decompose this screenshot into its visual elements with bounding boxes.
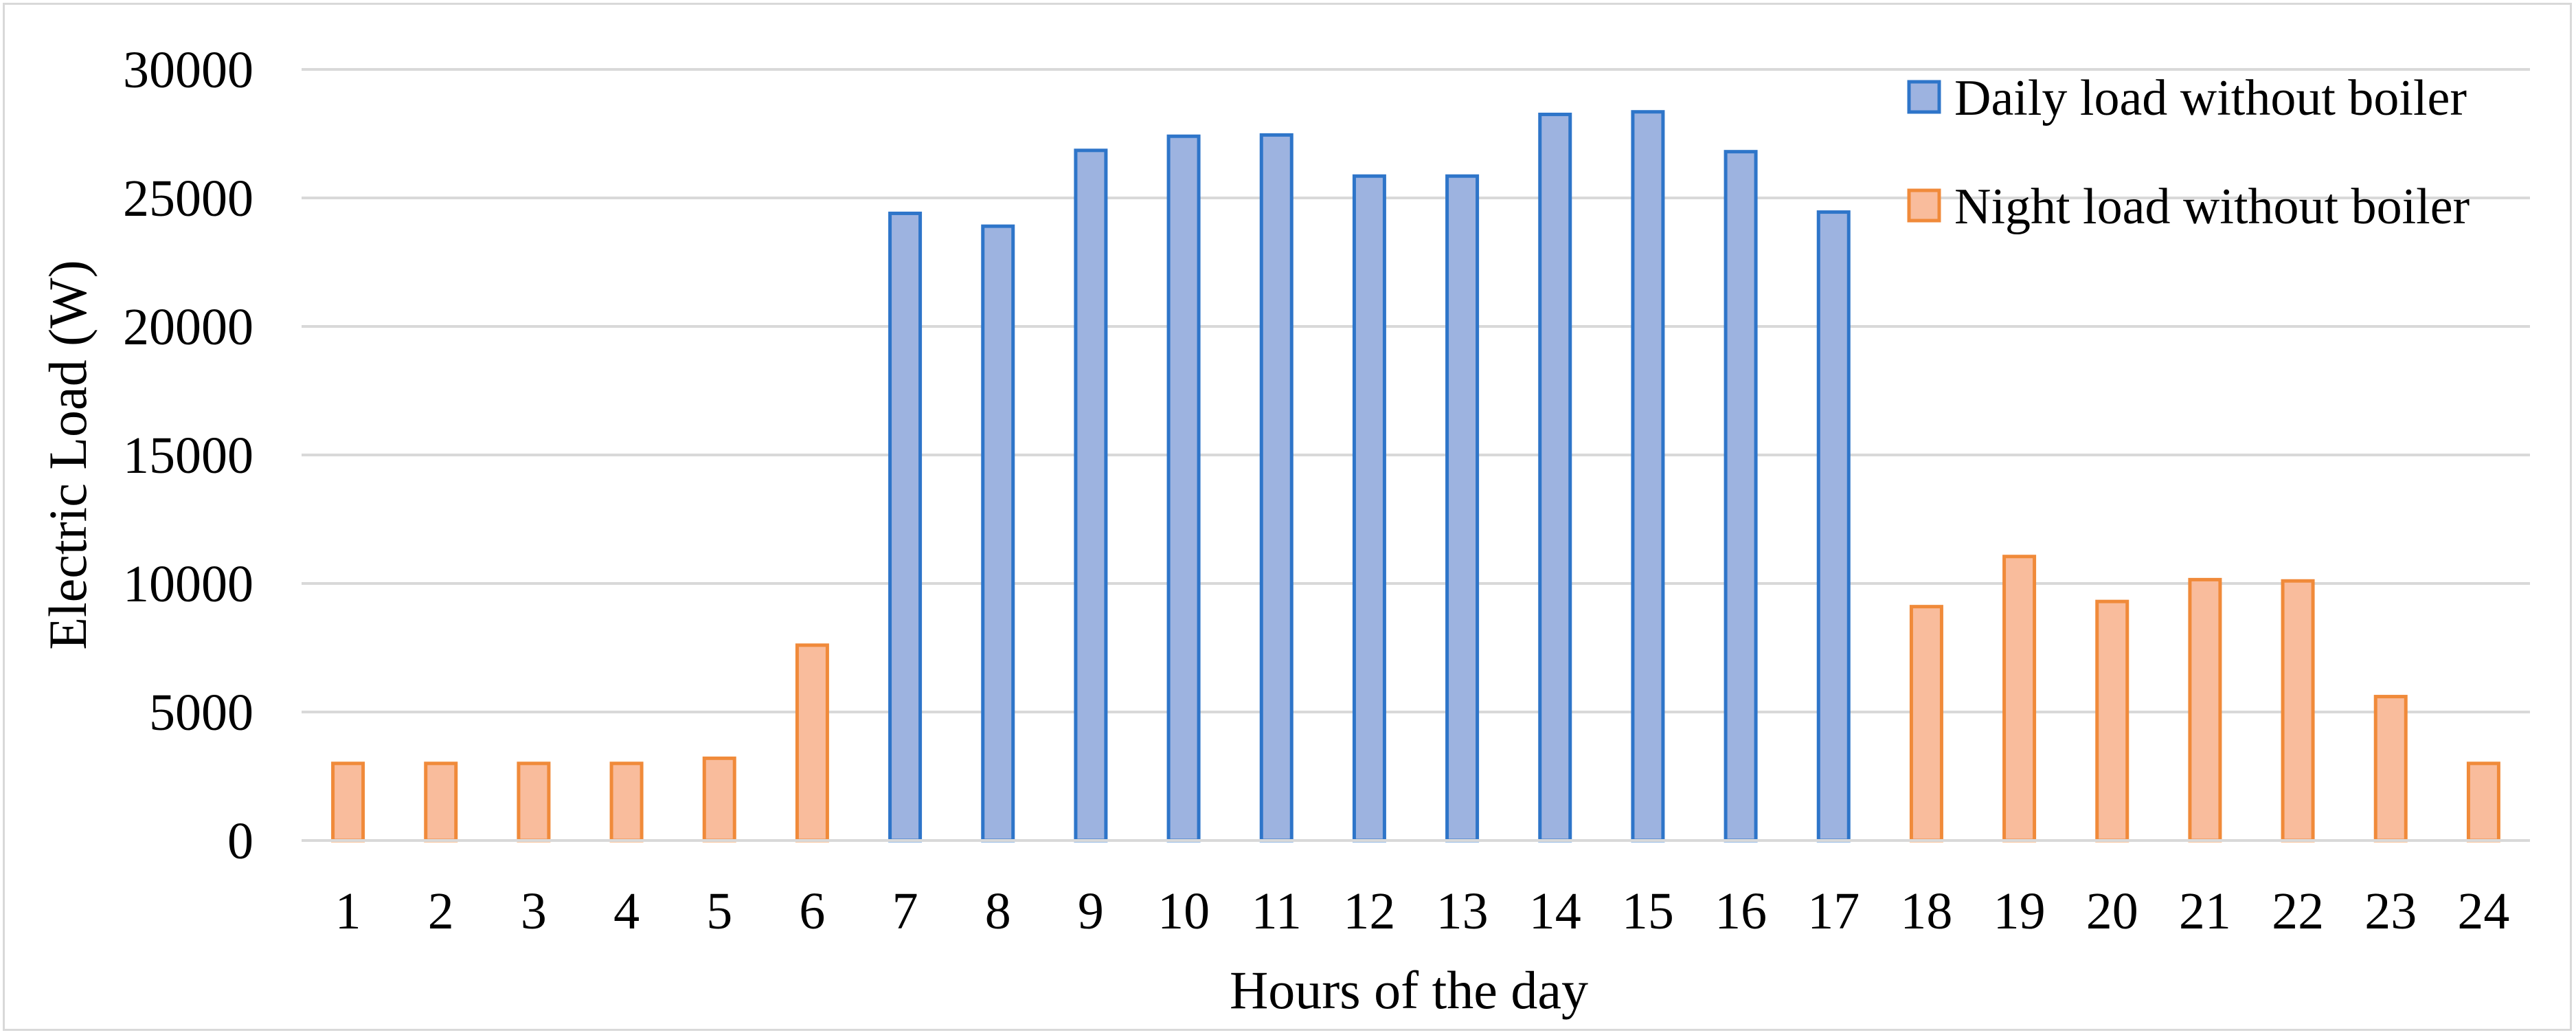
bar-daily: [888, 211, 923, 843]
bar-night: [424, 761, 458, 843]
x-tick-label: 17: [1807, 882, 1860, 940]
legend: Daily load without boiler Night load wit…: [1907, 70, 2470, 235]
legend-label-daily: Daily load without boiler: [1954, 70, 2467, 126]
x-tick-label: 11: [1252, 882, 1302, 940]
x-tick-label: 6: [799, 882, 825, 940]
x-tick-label: 1: [335, 882, 361, 940]
bar-daily: [1352, 174, 1386, 843]
gridlines: [302, 68, 2530, 713]
x-tick-label: 13: [1436, 882, 1489, 940]
bar-night: [2095, 599, 2129, 843]
bar-night: [331, 761, 365, 843]
x-tick-label: 12: [1343, 882, 1395, 940]
x-tick-label: 19: [1993, 882, 2046, 940]
bar-night: [702, 756, 736, 843]
x-tick-label: 24: [2457, 882, 2509, 940]
y-tick-label: 20000: [123, 298, 253, 356]
bar-daily: [1074, 148, 1108, 843]
x-tick-label: 22: [2272, 882, 2324, 940]
y-axis-title: Electric Load (W): [38, 260, 98, 649]
x-tick-label: 20: [2086, 882, 2138, 940]
x-tick-label: 15: [1622, 882, 1674, 940]
x-tick-label: 18: [1900, 882, 1952, 940]
legend-swatch-night: [1907, 188, 1941, 223]
y-tick-label: 30000: [123, 41, 253, 99]
x-tick-label: 2: [428, 882, 454, 940]
y-tick-label: 10000: [123, 555, 253, 613]
chart-frame: 0 5000 10000 15000 20000 25000 30000 1 2 3 4 5 6 7 8 9 1…: [3, 3, 2572, 1031]
bar-night: [2188, 577, 2222, 843]
bar-night: [2373, 695, 2408, 843]
legend-label-night: Night load without boiler: [1954, 179, 2470, 235]
x-tick-label: 10: [1157, 882, 1210, 940]
x-tick-label: 3: [521, 882, 547, 940]
x-tick-label: 16: [1715, 882, 1767, 940]
legend-swatch-daily: [1907, 80, 1941, 114]
bar-daily: [1445, 174, 1480, 843]
bar-night: [795, 643, 829, 843]
bar-daily: [1259, 133, 1293, 843]
bar-daily: [1538, 112, 1572, 843]
bar-daily: [1724, 150, 1758, 843]
bar-night: [517, 761, 551, 843]
bar-night: [1909, 605, 1943, 843]
y-tick-label: 5000: [149, 684, 253, 742]
bars: [331, 110, 2500, 843]
x-tick-label: 14: [1529, 882, 1581, 940]
x-tick-label: 8: [985, 882, 1011, 940]
y-tick-label: 0: [227, 812, 253, 870]
bar-daily: [981, 224, 1015, 843]
x-tick-label: 9: [1078, 882, 1104, 940]
x-tick-label: 21: [2179, 882, 2231, 940]
bar-daily: [1631, 110, 1665, 843]
bar-night: [2002, 555, 2037, 843]
x-axis-title: Hours of the day: [1230, 960, 1588, 1020]
x-tick-label: 4: [613, 882, 640, 940]
bar-night: [2466, 761, 2500, 843]
y-tick-label: 25000: [123, 170, 253, 227]
bar-daily: [1816, 210, 1851, 843]
x-tick-label: 7: [892, 882, 918, 940]
bar-night: [609, 761, 644, 843]
y-tick-label: 15000: [123, 427, 253, 485]
x-tick-label: 23: [2364, 882, 2417, 940]
x-tick-label: 5: [706, 882, 732, 940]
bar-night: [2281, 579, 2315, 843]
bar-daily: [1166, 134, 1201, 843]
